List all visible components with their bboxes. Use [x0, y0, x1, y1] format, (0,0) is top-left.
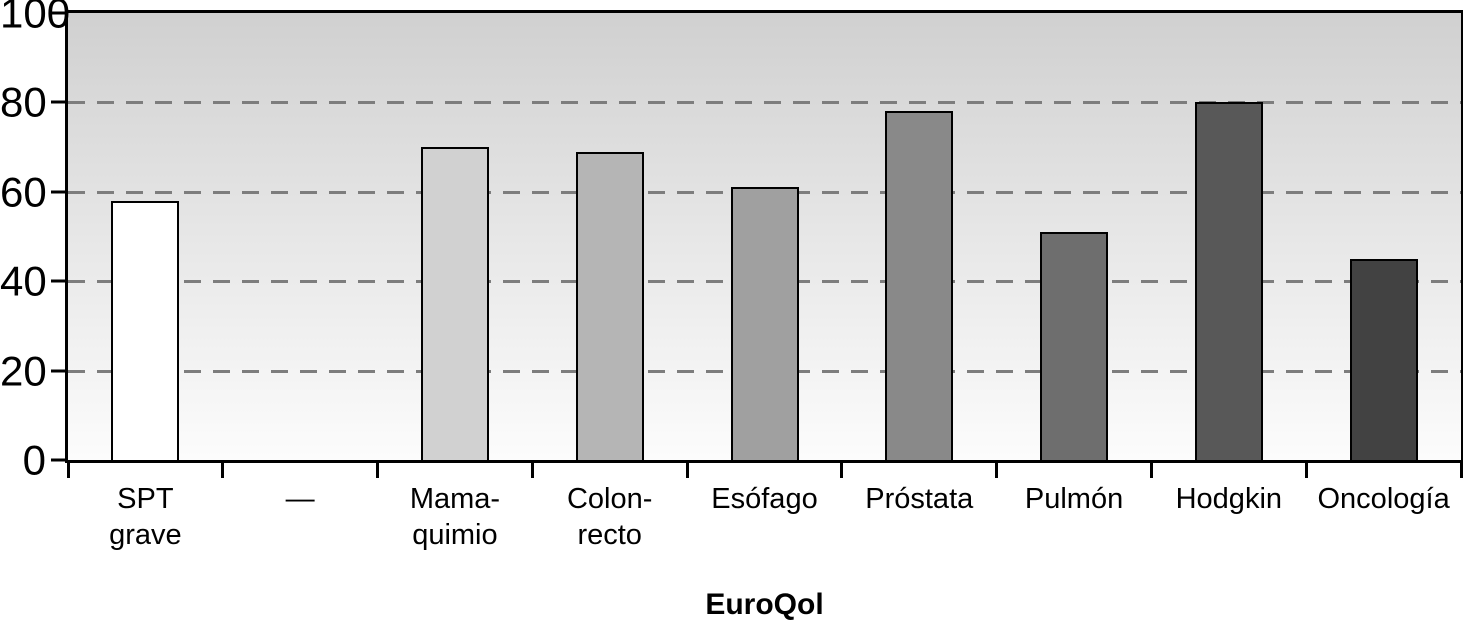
- x-axis-title: EuroQol: [705, 588, 824, 621]
- category-label-spt-grave: SPT grave: [68, 481, 223, 553]
- x-tick-mark-1: [221, 460, 225, 478]
- category-label-line: Próstata: [865, 483, 974, 515]
- y-tick-mark-60: [51, 190, 66, 194]
- x-tick-mark-8: [1304, 460, 1308, 478]
- category-label-line: Pulmón: [1024, 483, 1124, 515]
- x-tick-mark-2: [376, 460, 380, 478]
- category-label-line: Mama-: [409, 483, 501, 515]
- bar-mama-quimio: [420, 147, 489, 460]
- y-tick-mark-80: [51, 100, 66, 104]
- bar-pr-stata: [885, 111, 954, 460]
- y-tick-mark-100: [51, 11, 66, 15]
- x-tick-mark-0: [66, 460, 70, 478]
- y-tick-label-80: 80: [0, 78, 47, 126]
- x-tick-mark-4: [685, 460, 689, 478]
- category-label-colon-recto: Colon-recto: [532, 481, 687, 553]
- category-label--: —: [223, 481, 378, 517]
- x-tick-mark-6: [995, 460, 999, 478]
- x-tick-mark-7: [1149, 460, 1153, 478]
- gridline-80: [68, 101, 1461, 105]
- category-label-pr-stata: Próstata: [842, 481, 997, 517]
- category-label-es-fago: Esófago: [687, 481, 842, 517]
- bar-spt-grave: [111, 201, 180, 460]
- y-tick-label-40: 40: [0, 257, 47, 305]
- category-label-line: —: [285, 483, 315, 515]
- category-label-line: recto: [577, 519, 642, 551]
- bar-colon-recto: [575, 152, 644, 460]
- category-label-line: SPT: [117, 483, 174, 515]
- plot-area: [65, 10, 1463, 463]
- y-tick-label-20: 20: [0, 347, 47, 395]
- y-tick-mark-0: [51, 458, 66, 462]
- y-tick-mark-20: [51, 369, 66, 373]
- category-label-line: Hodgkin: [1175, 483, 1283, 515]
- y-tick-label-60: 60: [0, 168, 47, 216]
- bar-pulm-n: [1040, 232, 1109, 460]
- category-label-line: Colon-: [566, 483, 653, 515]
- y-tick-label-0: 0: [22, 436, 46, 484]
- y-tick-mark-40: [51, 279, 66, 283]
- category-label-line: quimio: [412, 519, 498, 551]
- x-tick-mark-3: [530, 460, 534, 478]
- category-label-line: grave: [109, 519, 182, 551]
- bar-hodgkin: [1194, 102, 1263, 460]
- x-tick-mark-9: [1459, 460, 1463, 478]
- category-label-oncolog-a: Oncología: [1306, 481, 1461, 517]
- y-tick-label-100: 100: [0, 0, 71, 37]
- category-label-line: Oncología: [1317, 483, 1450, 515]
- bar-es-fago: [730, 187, 799, 460]
- x-tick-mark-5: [840, 460, 844, 478]
- bar-oncolog-a: [1349, 259, 1418, 460]
- category-label-line: Esófago: [711, 483, 818, 515]
- category-label-hodgkin: Hodgkin: [1151, 481, 1306, 517]
- category-label-mama-quimio: Mama-quimio: [378, 481, 533, 553]
- category-label-pulm-n: Pulmón: [997, 481, 1152, 517]
